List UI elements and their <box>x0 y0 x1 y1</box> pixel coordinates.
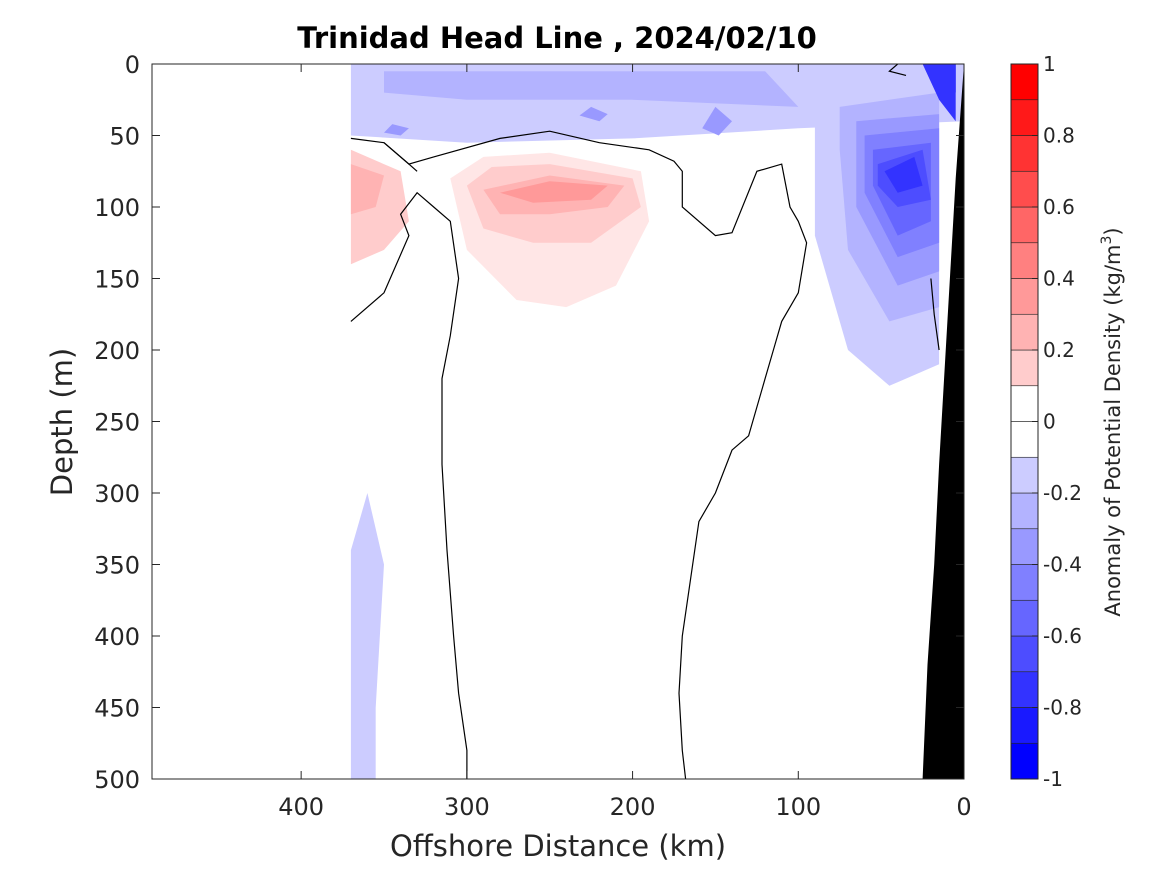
colorbar-swatch <box>1010 349 1039 387</box>
colorbar-tick-label: 1 <box>1043 52 1056 76</box>
colorbar-swatch <box>1010 528 1039 565</box>
chart-title: Trinidad Head Line , 2024/02/10 <box>297 21 817 55</box>
region-surface-negative-patch-2 <box>579 106 608 122</box>
zero-contour-line <box>350 191 468 779</box>
colorbar-tick-label: 0.4 <box>1043 267 1075 291</box>
colorbar-swatch <box>1010 170 1039 208</box>
region-positive-main-4 <box>500 181 608 203</box>
region-positive-left-inner <box>350 164 384 215</box>
colorbar-swatch <box>1010 456 1039 494</box>
zero-contour-line <box>888 64 907 76</box>
colorbar-swatch <box>1010 313 1039 351</box>
density-regions <box>350 64 964 779</box>
colorbar-swatch <box>1010 671 1039 708</box>
colorbar-swatch <box>1010 278 1039 315</box>
colorbar-tick-label: 0.2 <box>1043 338 1075 362</box>
x-axis-title: Offshore Distance (km) <box>390 829 726 863</box>
x-tick-label: 400 <box>278 793 324 821</box>
zero-contour-line <box>930 278 940 351</box>
colorbar-tick-label: -0.2 <box>1043 481 1082 505</box>
colorbar-swatch <box>1010 63 1039 101</box>
x-tick-label: 200 <box>610 793 656 821</box>
colorbar-swatch <box>1010 99 1039 136</box>
colorbar-swatch <box>1010 135 1039 172</box>
region-surface-negative-inner <box>384 71 799 107</box>
y-tick-label: 50 <box>109 123 140 151</box>
y-axis: 0 50 100 150 200 250 300 350 400 450 500 <box>94 51 964 794</box>
colorbar-swatch <box>1010 385 1039 422</box>
bathymetry <box>922 64 964 779</box>
colorbar-swatch <box>1010 635 1039 673</box>
y-tick-label: 150 <box>94 266 140 294</box>
zero-contours <box>350 64 940 779</box>
y-tick-label: 300 <box>94 480 140 508</box>
colorbar-swatch <box>1010 564 1039 601</box>
y-tick-label: 200 <box>94 337 140 365</box>
colorbar-swatch <box>1010 742 1039 780</box>
region-offshore-deep-negative <box>350 493 384 779</box>
y-tick-label: 250 <box>94 409 140 437</box>
colorbar-tick-label: 0.6 <box>1043 195 1075 219</box>
colorbar-tick-label: -1 <box>1043 767 1063 791</box>
colorbar-tick-label: -0.8 <box>1043 696 1082 720</box>
colorbar-swatch <box>1010 599 1039 637</box>
y-tick-label: 400 <box>94 623 140 651</box>
region-corner-negative-2 <box>922 64 956 122</box>
colorbar-swatch <box>1010 206 1039 244</box>
colorbar-title: Anomaly of Potential Density (kg/m3) <box>1099 227 1125 616</box>
region-surface-negative-patch-3 <box>702 106 732 136</box>
colorbar-swatch <box>1010 707 1039 744</box>
plot-area <box>151 63 965 780</box>
colorbar-tick-label: -0.4 <box>1043 553 1082 577</box>
x-axis: 400 300 200 100 0 <box>278 64 972 821</box>
colorbar-tick-label: 0 <box>1043 410 1056 434</box>
x-tick-label: 0 <box>956 793 971 821</box>
y-tick-label: 100 <box>94 194 140 222</box>
y-tick-label: 450 <box>94 695 140 723</box>
zero-contour-line <box>350 130 808 779</box>
x-tick-label: 100 <box>775 793 821 821</box>
colorbar-swatch <box>1010 421 1039 458</box>
colorbar-swatch <box>1010 492 1039 530</box>
colorbar-tick-label: 0.8 <box>1043 124 1075 148</box>
x-tick-label: 300 <box>444 793 490 821</box>
y-tick-label: 500 <box>94 766 140 794</box>
y-tick-label: 0 <box>125 51 140 79</box>
y-tick-label: 350 <box>94 552 140 580</box>
region-surface-negative-patch-1 <box>384 124 409 136</box>
colorbar-swatch <box>1010 242 1039 279</box>
zero-contour-line <box>383 142 418 172</box>
region-nearshore-negative-7 <box>884 156 923 193</box>
seafloor-shape <box>922 64 964 779</box>
colorbar-tick-label: -0.6 <box>1043 624 1082 648</box>
colorbar: 1 0.8 0.6 0.4 0.2 0 -0.2 -0.4 -0.6 -0.8 -1 <box>1010 52 1082 791</box>
y-axis-title: Depth (m) <box>45 348 79 496</box>
